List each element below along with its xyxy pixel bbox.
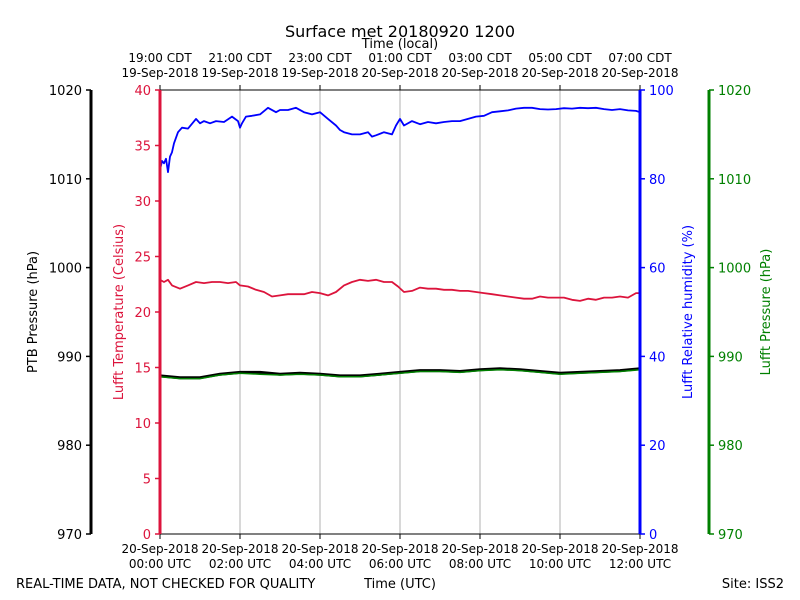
- bottom-axis-label: Time (UTC): [363, 577, 436, 592]
- top-x-tick-date: 20-Sep-2018: [361, 66, 438, 80]
- bottom-x-tick-date: 20-Sep-2018: [441, 542, 518, 556]
- temperature-axis-tick-label: 5: [143, 473, 151, 488]
- temperature-axis-tick-label: 15: [134, 362, 151, 377]
- bottom-x-tick-date: 20-Sep-2018: [521, 542, 598, 556]
- bottom-x-tick-time: 06:00 UTC: [369, 557, 431, 571]
- ptb-pressure-axis-tick-label: 1010: [49, 173, 82, 188]
- ptb-pressure-axis-tick-label: 980: [57, 439, 82, 454]
- bottom-x-tick-date: 20-Sep-2018: [601, 542, 678, 556]
- top-axis-label: Time (local): [361, 37, 438, 52]
- ptb-pressure-axis-tick-label: 1000: [49, 262, 82, 277]
- lufft-pressure-axis-label: Lufft Pressure (hPa): [759, 249, 774, 376]
- temperature-axis-tick-label: 30: [134, 195, 151, 210]
- top-x-tick-date: 20-Sep-2018: [601, 66, 678, 80]
- bottom-x-tick-date: 20-Sep-2018: [121, 542, 198, 556]
- temperature-axis-tick-label: 40: [134, 84, 151, 99]
- bottom-x-tick-date: 20-Sep-2018: [201, 542, 278, 556]
- top-x-tick-time: 21:00 CDT: [208, 51, 272, 65]
- temperature-axis-tick-label: 20: [134, 306, 151, 321]
- top-x-tick-time: 07:00 CDT: [608, 51, 672, 65]
- lufft-pressure-line: [159, 368, 641, 380]
- bottom-x-tick-time: 00:00 UTC: [129, 557, 191, 571]
- ptb-pressure-line: [159, 367, 641, 380]
- bottom-x-tick-time: 04:00 UTC: [289, 557, 351, 571]
- bottom-x-tick-time: 12:00 UTC: [609, 557, 671, 571]
- ptb-pressure-axis-tick-label: 1020: [49, 84, 82, 99]
- temperature-axis-tick-label: 35: [134, 140, 151, 155]
- top-x-tick-time: 03:00 CDT: [448, 51, 512, 65]
- lufft-pressure-axis-tick-label: 1010: [718, 173, 751, 188]
- ptb-pressure-axis-tick-label: 990: [57, 350, 82, 365]
- top-x-tick-date: 20-Sep-2018: [521, 66, 598, 80]
- humidity-axis-tick-label: 40: [649, 350, 666, 365]
- bottom-x-tick-time: 02:00 UTC: [209, 557, 271, 571]
- lufft-pressure-axis-tick-label: 970: [718, 528, 743, 543]
- humidity-axis-tick-label: 20: [649, 439, 666, 454]
- lufft-relative-humidity-line: [159, 106, 641, 174]
- bottom-x-tick-time: 08:00 UTC: [449, 557, 511, 571]
- top-x-tick-time: 19:00 CDT: [128, 51, 192, 65]
- top-x-tick-time: 01:00 CDT: [368, 51, 432, 65]
- temperature-axis-tick-label: 0: [143, 528, 151, 543]
- lufft-pressure-axis-tick-label: 980: [718, 439, 743, 454]
- ptb-pressure-axis-tick-label: 970: [57, 528, 82, 543]
- humidity-axis-tick-label: 80: [649, 173, 666, 188]
- lufft-pressure-axis-tick-label: 1000: [718, 262, 751, 277]
- temperature-axis-tick-label: 10: [134, 417, 151, 432]
- series-layer: [159, 106, 641, 380]
- quality-note: REAL-TIME DATA, NOT CHECKED FOR QUALITY: [16, 577, 315, 592]
- top-x-tick-time: 05:00 CDT: [528, 51, 592, 65]
- top-x-tick-date: 19-Sep-2018: [281, 66, 358, 80]
- lufft-pressure-axis-tick-label: 990: [718, 350, 743, 365]
- top-x-tick-time: 23:00 CDT: [288, 51, 352, 65]
- humidity-axis-tick-label: 0: [649, 528, 657, 543]
- lufft-pressure-axis-tick-label: 1020: [718, 84, 751, 99]
- lufft-temperature-line: [159, 278, 640, 302]
- top-x-tick-date: 19-Sep-2018: [121, 66, 198, 80]
- humidity-axis-tick-label: 100: [649, 84, 674, 99]
- temperature-axis-tick-label: 25: [134, 251, 151, 266]
- temperature-axis-label: Lufft Temperature (Celsius): [112, 224, 127, 400]
- top-x-tick-date: 19-Sep-2018: [201, 66, 278, 80]
- bottom-x-tick-date: 20-Sep-2018: [361, 542, 438, 556]
- top-x-tick-date: 20-Sep-2018: [441, 66, 518, 80]
- x-grid: [239, 90, 561, 534]
- chart-title: Surface met 20180920 1200: [285, 22, 515, 41]
- humidity-axis-label: Lufft Relative humidity (%): [681, 225, 696, 399]
- bottom-x-tick-time: 10:00 UTC: [529, 557, 591, 571]
- site-label: Site: ISS2: [722, 577, 784, 592]
- ptb-pressure-axis-label: PTB Pressure (hPa): [26, 251, 41, 373]
- bottom-x-tick-date: 20-Sep-2018: [281, 542, 358, 556]
- humidity-axis-tick-label: 60: [649, 262, 666, 277]
